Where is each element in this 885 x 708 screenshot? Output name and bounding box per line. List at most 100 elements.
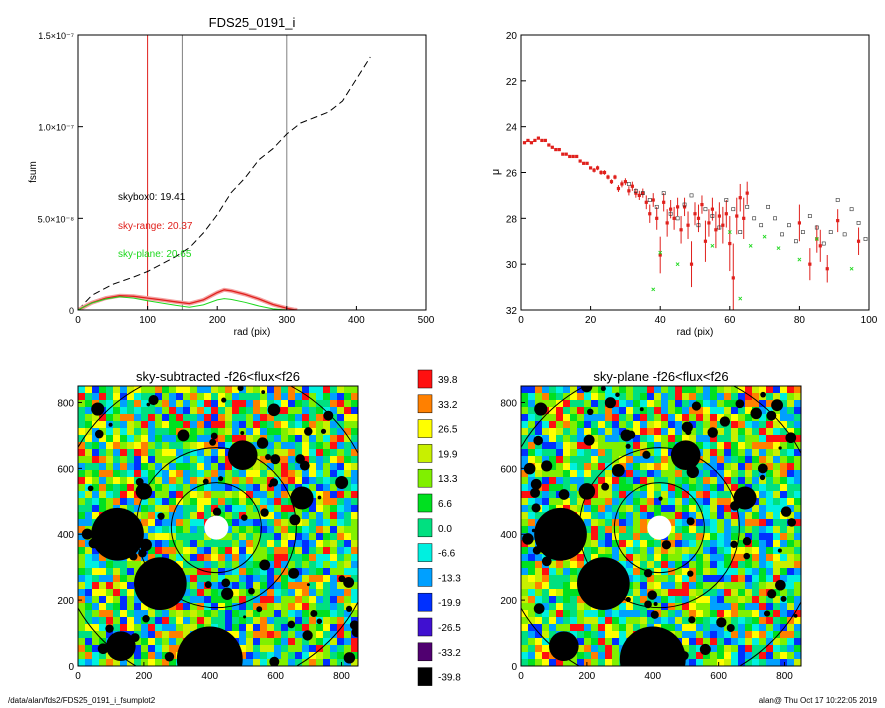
- pixel: [176, 638, 184, 646]
- pixel: [619, 631, 627, 639]
- pixel: [549, 442, 557, 450]
- pixel: [759, 652, 767, 660]
- pixel: [78, 498, 86, 506]
- pixel: [316, 463, 324, 471]
- pixel: [232, 575, 240, 583]
- data-point: [571, 154, 575, 159]
- data-point: [814, 237, 819, 241]
- pixel: [717, 561, 725, 569]
- pixel: [85, 519, 93, 527]
- pixel: [288, 638, 296, 646]
- pixel: [675, 554, 683, 562]
- pixel: [197, 463, 205, 471]
- pixel: [759, 484, 767, 492]
- pixel: [731, 554, 739, 562]
- pixel: [619, 414, 627, 422]
- pixel: [190, 603, 198, 611]
- pixel: [661, 386, 669, 394]
- pixel: [113, 386, 121, 394]
- pixel: [288, 659, 296, 666]
- pixel: [225, 526, 233, 534]
- pixel: [141, 386, 149, 394]
- pixel: [120, 491, 128, 499]
- pixel: [323, 610, 331, 618]
- pixel: [549, 428, 557, 436]
- pixel: [612, 421, 620, 429]
- pixel: [528, 407, 536, 415]
- pixel: [696, 414, 704, 422]
- pixel: [337, 652, 345, 660]
- pixel: [556, 470, 564, 478]
- pixel: [773, 645, 781, 653]
- pixel: [183, 568, 191, 576]
- pixel: [759, 540, 767, 548]
- pixel: [197, 547, 205, 555]
- masked-source: [204, 581, 212, 589]
- pixel: [570, 575, 578, 583]
- data-point: [863, 237, 868, 241]
- pixel: [190, 617, 198, 625]
- pixel: [752, 463, 760, 471]
- pixel: [344, 610, 352, 618]
- pixel: [549, 596, 557, 604]
- pixel: [556, 407, 564, 415]
- pixel: [351, 400, 358, 408]
- y-tick-label: 22: [506, 77, 518, 88]
- pixel: [316, 386, 324, 394]
- pixel: [563, 582, 571, 590]
- pixel: [169, 659, 177, 666]
- pixel: [323, 526, 331, 534]
- pixel: [710, 610, 718, 618]
- pixel: [738, 575, 746, 583]
- pixel: [661, 393, 669, 401]
- pixel: [260, 575, 268, 583]
- pixel: [323, 491, 331, 499]
- pixel: [267, 596, 275, 604]
- pixel: [640, 561, 648, 569]
- pixel: [309, 470, 317, 478]
- pixel: [197, 498, 205, 506]
- pixel: [267, 638, 275, 646]
- data-point: [828, 230, 833, 234]
- pixel: [309, 561, 317, 569]
- pixel: [661, 624, 669, 632]
- pixel: [633, 512, 641, 520]
- pixel: [176, 512, 184, 520]
- pixel: [689, 575, 697, 583]
- pixel: [344, 393, 352, 401]
- pixel: [204, 617, 212, 625]
- pixel: [654, 554, 662, 562]
- data-point: [724, 198, 729, 202]
- pixel: [232, 484, 240, 492]
- pixel: [295, 554, 303, 562]
- pixel: [267, 624, 275, 632]
- pixel: [302, 533, 310, 541]
- pixel: [668, 407, 676, 415]
- masked-source: [91, 507, 144, 561]
- pixel: [556, 617, 564, 625]
- pixel: [612, 456, 620, 464]
- pixel: [710, 477, 718, 485]
- pixel: [528, 554, 536, 562]
- pixel: [633, 603, 641, 611]
- pixel: [337, 617, 345, 625]
- pixel: [295, 652, 303, 660]
- pixel: [239, 589, 247, 597]
- pixel: [766, 512, 774, 520]
- data-point: [721, 223, 725, 227]
- pixel: [239, 624, 247, 632]
- pixel: [717, 624, 725, 632]
- pixel: [351, 491, 358, 499]
- pixel: [106, 561, 114, 569]
- x-tick-label: 400: [201, 671, 218, 682]
- pixel: [752, 645, 760, 653]
- pixel: [731, 568, 739, 576]
- y-tick-label: 400: [57, 530, 74, 541]
- masked-source: [670, 440, 701, 471]
- pixel: [225, 617, 233, 625]
- pixel: [787, 568, 795, 576]
- pixel: [591, 638, 599, 646]
- pixel: [274, 631, 282, 639]
- pixel: [99, 568, 107, 576]
- pixel: [330, 505, 338, 513]
